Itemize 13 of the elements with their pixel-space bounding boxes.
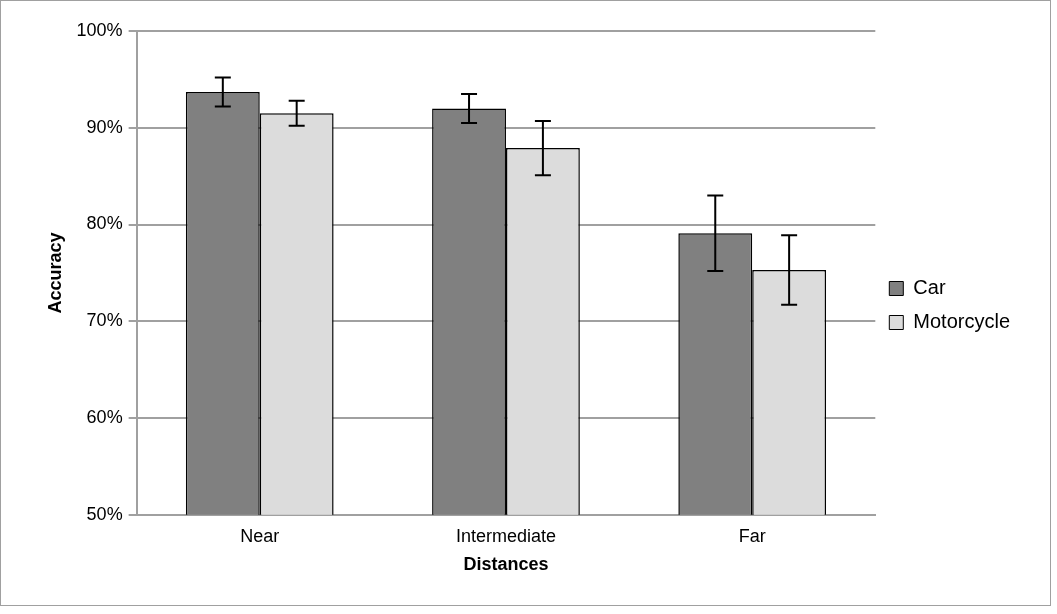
y-tick-label: 90%	[86, 116, 123, 137]
legend-label: Car	[913, 276, 946, 299]
y-tick-label: 100%	[76, 19, 123, 40]
legend-label: Motorcycle	[913, 310, 1011, 333]
x-axis-title: Distances	[463, 554, 549, 575]
y-tick-label: 50%	[86, 503, 123, 524]
y-tick-label: 70%	[86, 310, 123, 331]
y-axis-title: Accuracy	[44, 232, 65, 314]
x-tick-label: Intermediate	[455, 525, 557, 546]
x-tick-label: Near	[240, 525, 280, 546]
x-tick-label: Far	[738, 525, 766, 546]
y-tick-label: 80%	[86, 213, 123, 234]
y-tick-label: 60%	[86, 407, 123, 428]
